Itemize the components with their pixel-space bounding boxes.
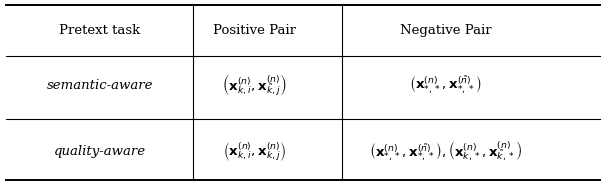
Text: $\left(\mathbf{x}_{*,*}^{(n)},\mathbf{x}_{*,*}^{(\tilde{n})}\right)$: $\left(\mathbf{x}_{*,*}^{(n)},\mathbf{x}…	[409, 75, 482, 96]
Text: $\left(\mathbf{x}_{k,i}^{(n)},\mathbf{x}_{\tilde{k},j}^{(n)}\right)$: $\left(\mathbf{x}_{k,i}^{(n)},\mathbf{x}…	[222, 73, 287, 98]
Text: $\left(\mathbf{x}_{k,i}^{(n)},\mathbf{x}_{k,j}^{(n)}\right)$: $\left(\mathbf{x}_{k,i}^{(n)},\mathbf{x}…	[223, 140, 286, 163]
Text: Pretext task: Pretext task	[59, 24, 141, 37]
Text: Positive Pair: Positive Pair	[213, 24, 296, 37]
Text: quality-aware: quality-aware	[54, 145, 146, 158]
Text: Negative Pair: Negative Pair	[399, 24, 491, 37]
Text: $\left(\mathbf{x}_{*,*}^{(n)},\mathbf{x}_{*,*}^{(\tilde{n})}\right),\left(\mathb: $\left(\mathbf{x}_{*,*}^{(n)},\mathbf{x}…	[368, 140, 522, 164]
Text: semantic-aware: semantic-aware	[47, 79, 153, 92]
